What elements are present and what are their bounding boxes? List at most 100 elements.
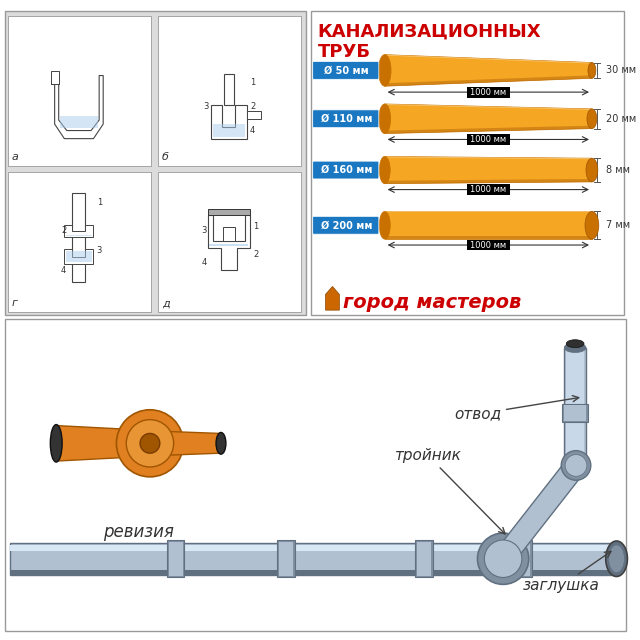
FancyBboxPatch shape (467, 184, 510, 195)
FancyBboxPatch shape (8, 16, 151, 166)
Text: б: б (162, 152, 169, 162)
Text: 8 мм: 8 мм (605, 165, 630, 175)
Text: 1000 мм: 1000 мм (470, 241, 506, 250)
Ellipse shape (566, 340, 584, 348)
Polygon shape (208, 215, 250, 270)
Text: ревизия: ревизия (102, 523, 173, 541)
Text: 3: 3 (203, 102, 209, 111)
Ellipse shape (380, 211, 390, 239)
FancyBboxPatch shape (313, 110, 379, 127)
Polygon shape (385, 156, 592, 184)
Text: 20 мм: 20 мм (605, 114, 636, 124)
Polygon shape (65, 225, 93, 237)
Ellipse shape (561, 451, 591, 480)
Text: г: г (12, 298, 18, 308)
FancyBboxPatch shape (5, 12, 306, 315)
Polygon shape (385, 125, 592, 134)
Polygon shape (66, 235, 92, 236)
Text: 1000 мм: 1000 мм (470, 88, 506, 97)
Text: а: а (12, 152, 19, 162)
Polygon shape (211, 105, 246, 139)
Text: 2: 2 (253, 250, 259, 259)
Text: 4: 4 (61, 266, 67, 275)
FancyBboxPatch shape (313, 61, 379, 79)
Text: отвод: отвод (454, 396, 579, 422)
Polygon shape (385, 156, 592, 159)
Ellipse shape (586, 158, 598, 182)
Polygon shape (168, 431, 221, 455)
Text: Ø 50 мм: Ø 50 мм (324, 65, 369, 76)
FancyBboxPatch shape (311, 12, 625, 315)
Bar (417, 542, 431, 575)
Polygon shape (65, 249, 93, 264)
Polygon shape (54, 76, 103, 139)
Polygon shape (385, 76, 592, 86)
Text: Ø 110 мм: Ø 110 мм (321, 114, 372, 124)
Bar (514, 540, 532, 577)
Ellipse shape (378, 54, 391, 86)
Text: д: д (162, 298, 170, 308)
Text: 4: 4 (202, 259, 207, 268)
Ellipse shape (588, 63, 596, 78)
Bar (223, 227, 234, 241)
Polygon shape (495, 459, 584, 565)
Text: 2: 2 (61, 226, 67, 235)
Text: 30 мм: 30 мм (605, 65, 636, 76)
Bar (277, 540, 295, 577)
Text: 1: 1 (250, 77, 255, 86)
FancyBboxPatch shape (313, 216, 379, 234)
Text: 1: 1 (97, 198, 102, 207)
Polygon shape (385, 104, 592, 110)
Bar (10, 545, 616, 551)
Bar (208, 209, 250, 215)
Text: КАНАЛИЗАЦИОННЫХ
ТРУБ: КАНАЛИЗАЦИОННЫХ ТРУБ (317, 22, 541, 61)
Ellipse shape (484, 540, 522, 577)
Ellipse shape (564, 342, 586, 353)
Bar (169, 542, 182, 575)
Text: Ø 200 мм: Ø 200 мм (321, 220, 372, 230)
Bar (51, 72, 59, 84)
FancyBboxPatch shape (467, 86, 510, 97)
Polygon shape (66, 251, 92, 262)
Text: 7 мм: 7 мм (605, 220, 630, 230)
FancyBboxPatch shape (8, 172, 151, 312)
Ellipse shape (585, 211, 599, 239)
Text: 3: 3 (202, 226, 207, 235)
FancyBboxPatch shape (467, 134, 510, 145)
Circle shape (116, 410, 184, 477)
Bar (167, 540, 184, 577)
Ellipse shape (379, 104, 390, 134)
Polygon shape (385, 54, 592, 86)
Bar (564, 348, 586, 466)
Bar (564, 405, 586, 420)
Text: заглушка: заглушка (523, 551, 611, 593)
Bar (72, 193, 85, 282)
Polygon shape (385, 104, 592, 134)
Bar (246, 111, 261, 119)
Bar (10, 543, 616, 575)
Text: Ø 160 мм: Ø 160 мм (321, 165, 372, 175)
FancyBboxPatch shape (158, 16, 301, 166)
Circle shape (126, 420, 173, 467)
Polygon shape (385, 211, 592, 212)
Text: 1000 мм: 1000 мм (470, 135, 506, 144)
Ellipse shape (587, 109, 597, 129)
Ellipse shape (380, 156, 390, 184)
Polygon shape (326, 287, 339, 310)
Bar (566, 348, 584, 466)
Polygon shape (212, 124, 245, 137)
Polygon shape (56, 426, 132, 461)
Bar (516, 542, 530, 575)
Ellipse shape (51, 424, 62, 462)
Text: город мастеров: город мастеров (343, 292, 522, 312)
FancyBboxPatch shape (5, 319, 627, 631)
Text: 4: 4 (250, 126, 255, 135)
Bar (10, 570, 616, 575)
Bar (224, 74, 234, 105)
Polygon shape (385, 54, 592, 63)
Text: 2: 2 (250, 102, 255, 111)
Ellipse shape (216, 433, 226, 454)
Polygon shape (209, 244, 248, 246)
Text: 3: 3 (97, 246, 102, 255)
Text: 1: 1 (253, 222, 259, 231)
